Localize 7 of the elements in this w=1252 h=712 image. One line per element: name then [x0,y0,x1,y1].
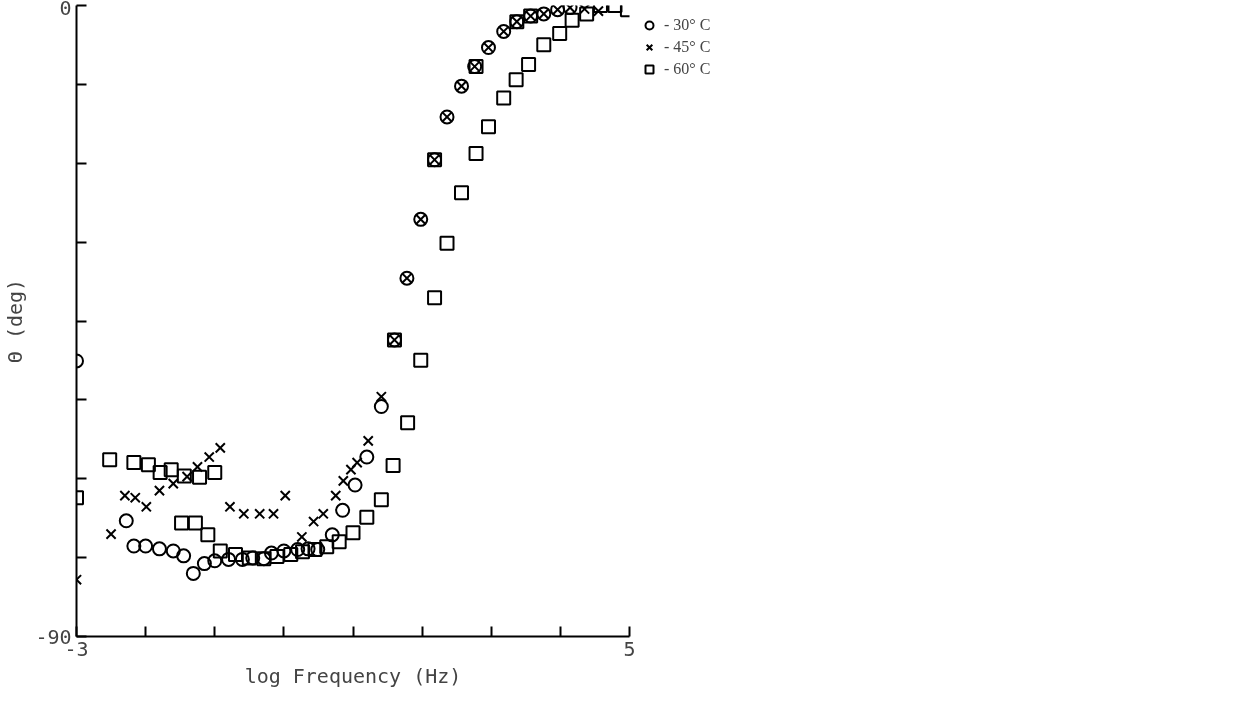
x-axis-title: log Frequency (Hz) [244,663,462,688]
x-tick-label: 5 [623,636,636,661]
legend-label: - 45° C [664,38,711,56]
legend-label: - 30° C [664,16,711,34]
y-tick-label: 0 [59,0,72,20]
y-axis-title: Θ (deg) [3,278,28,364]
legend-label: - 60° C [664,60,711,78]
